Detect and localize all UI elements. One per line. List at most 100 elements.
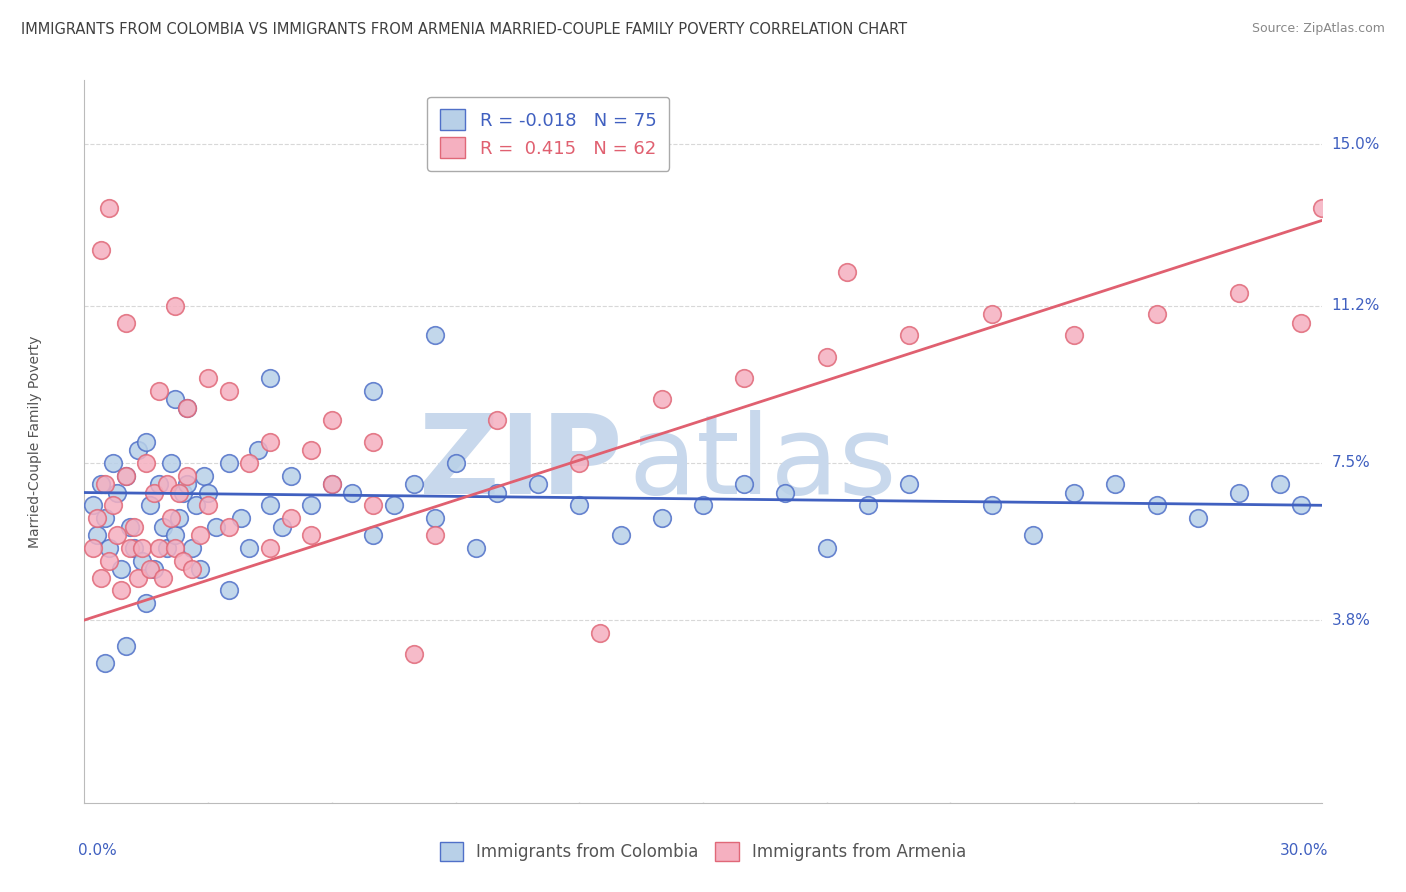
Point [160,511,183,525]
Point [94,511,117,525]
Point [246,443,269,458]
Point [135,596,157,610]
Point [94,477,117,491]
Point [156,477,179,491]
Text: Source: ZipAtlas.com: Source: ZipAtlas.com [1251,22,1385,36]
Point [651,511,673,525]
Point [165,392,187,406]
Point [176,401,198,415]
Point [176,468,198,483]
Point [980,307,1002,321]
Point [165,528,187,542]
Text: ZIP: ZIP [419,409,623,516]
Point [280,511,302,525]
Point [361,528,384,542]
Point [176,401,198,415]
Point [114,468,136,483]
Point [165,299,187,313]
Point [1146,498,1168,512]
Point [815,541,838,555]
Point [139,498,162,512]
Text: 3.8%: 3.8% [1331,613,1371,628]
Point [188,528,211,542]
Point [259,541,281,555]
Point [114,468,136,483]
Point [321,413,343,427]
Point [98,201,121,215]
Point [110,562,132,576]
Point [1289,498,1312,512]
Point [135,456,157,470]
Point [114,316,136,330]
Point [148,384,170,398]
Point [259,434,281,449]
Point [775,485,797,500]
Point [321,477,343,491]
Point [135,434,157,449]
Text: Married-Couple Family Poverty: Married-Couple Family Poverty [28,335,42,548]
Point [361,434,384,449]
Point [980,498,1002,512]
Point [122,519,145,533]
Point [218,583,240,598]
Point [259,371,281,385]
Point [856,498,879,512]
Point [143,485,166,500]
Point [86,511,108,525]
Point [167,511,190,525]
Point [152,570,174,584]
Point [131,541,153,555]
Point [1104,477,1126,491]
Point [218,456,240,470]
Point [82,541,104,555]
Point [127,570,149,584]
Point [118,519,141,533]
Point [1063,485,1085,500]
Point [122,541,145,555]
Point [568,456,591,470]
Point [404,647,426,661]
Point [280,468,302,483]
Point [90,244,112,258]
Point [465,541,488,555]
Point [609,528,631,542]
Point [733,477,755,491]
Point [188,562,211,576]
Point [589,625,612,640]
Point [86,528,108,542]
Point [82,498,104,512]
Point [205,519,228,533]
Point [444,456,467,470]
Point [127,443,149,458]
Point [160,456,183,470]
Point [692,498,714,512]
Point [172,553,194,567]
Point [105,485,128,500]
Text: 0.0%: 0.0% [79,843,117,857]
Text: 7.5%: 7.5% [1331,455,1371,470]
Point [898,477,921,491]
Point [90,477,112,491]
Point [1227,285,1250,300]
Point [218,519,240,533]
Point [105,528,128,542]
Point [382,498,405,512]
Point [1146,307,1168,321]
Point [568,498,591,512]
Text: atlas: atlas [628,409,897,516]
Point [238,541,260,555]
Point [815,350,838,364]
Point [423,511,446,525]
Point [180,541,202,555]
Point [299,443,322,458]
Legend: R = -0.018   N = 75, R =  0.415   N = 62: R = -0.018 N = 75, R = 0.415 N = 62 [427,96,669,170]
Point [156,541,179,555]
Point [733,371,755,385]
Point [131,553,153,567]
Point [110,583,132,598]
Point [651,392,673,406]
Point [321,477,343,491]
Point [238,456,260,470]
Point [361,498,384,512]
Point [271,519,294,533]
